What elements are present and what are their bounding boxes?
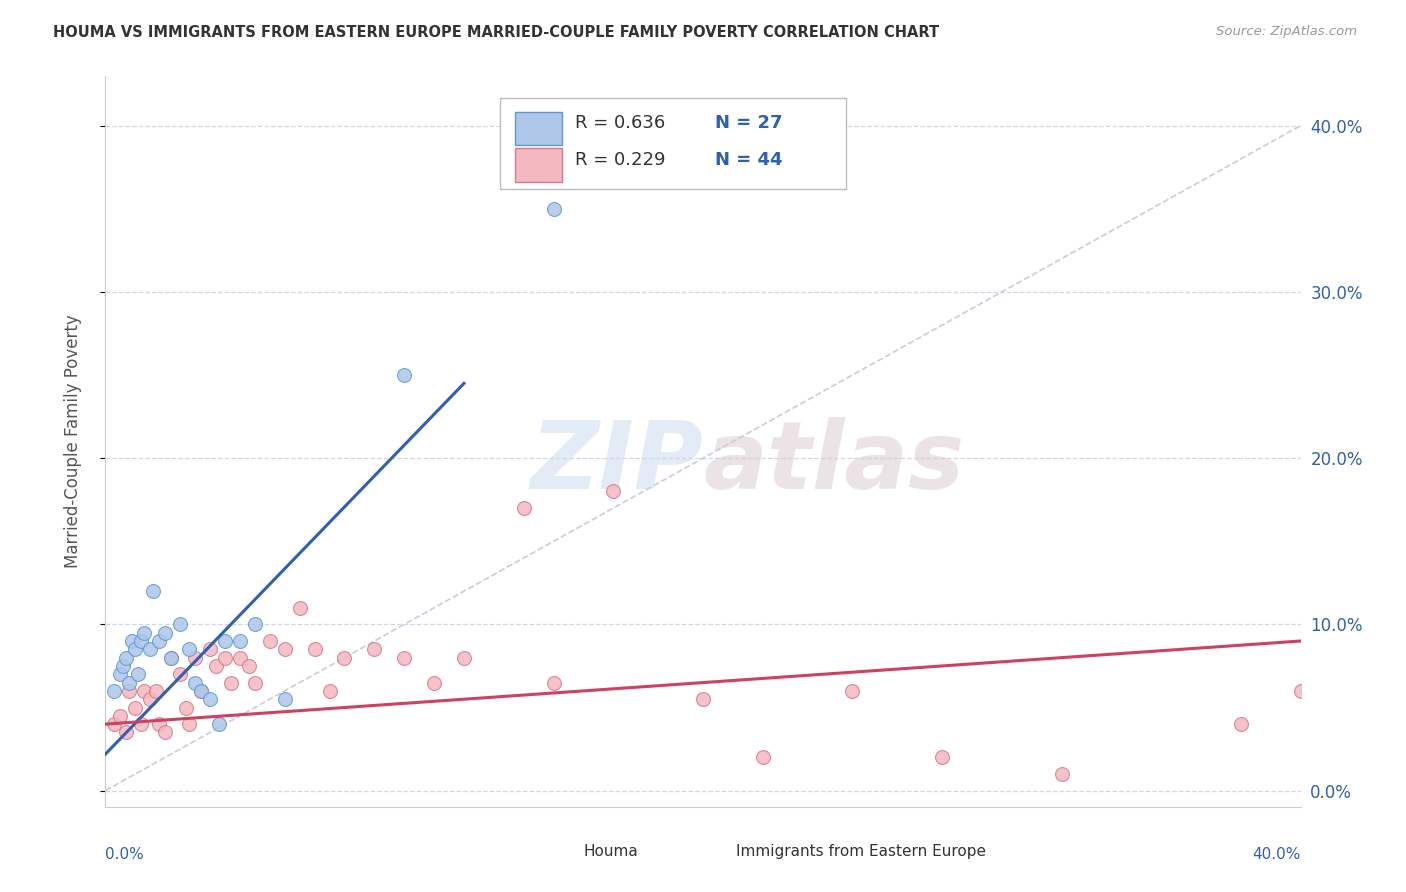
Point	[177, 642, 201, 657]
Point	[214, 634, 236, 648]
Text: Houma: Houma	[583, 844, 638, 859]
Point	[243, 617, 266, 632]
Point	[931, 750, 953, 764]
FancyBboxPatch shape	[516, 112, 562, 145]
Point	[229, 634, 252, 648]
Point	[1050, 767, 1073, 781]
Text: Immigrants from Eastern Europe: Immigrants from Eastern Europe	[737, 844, 987, 859]
Point	[205, 659, 228, 673]
Y-axis label: Married-Couple Family Poverty: Married-Couple Family Poverty	[63, 315, 82, 568]
Point	[169, 617, 191, 632]
Point	[142, 584, 165, 599]
FancyBboxPatch shape	[516, 148, 562, 182]
Point	[139, 692, 162, 706]
Point	[243, 675, 266, 690]
Point	[318, 684, 340, 698]
Point	[333, 650, 356, 665]
Text: HOUMA VS IMMIGRANTS FROM EASTERN EUROPE MARRIED-COUPLE FAMILY POVERTY CORRELATIO: HOUMA VS IMMIGRANTS FROM EASTERN EUROPE …	[53, 25, 939, 40]
Point	[184, 650, 207, 665]
FancyBboxPatch shape	[695, 840, 730, 863]
Text: N = 27: N = 27	[716, 114, 783, 132]
Point	[219, 675, 242, 690]
Point	[160, 650, 183, 665]
Point	[184, 675, 207, 690]
Point	[543, 202, 565, 216]
Point	[453, 650, 475, 665]
Point	[169, 667, 191, 681]
Point	[423, 675, 446, 690]
Point	[134, 625, 156, 640]
Point	[118, 684, 141, 698]
Point	[214, 650, 236, 665]
Point	[190, 684, 212, 698]
Point	[238, 659, 260, 673]
Point	[110, 708, 132, 723]
Point	[103, 684, 125, 698]
Point	[1229, 717, 1253, 731]
Point	[304, 642, 326, 657]
Point	[259, 634, 281, 648]
Point	[394, 368, 416, 382]
Text: 40.0%: 40.0%	[1253, 847, 1301, 863]
Point	[1289, 684, 1312, 698]
Point	[692, 692, 714, 706]
Point	[174, 700, 197, 714]
Point	[229, 650, 252, 665]
Point	[198, 692, 221, 706]
Point	[160, 650, 183, 665]
FancyBboxPatch shape	[501, 98, 846, 189]
Point	[115, 650, 138, 665]
Point	[751, 750, 773, 764]
Point	[148, 717, 170, 731]
Point	[112, 659, 135, 673]
Point	[139, 642, 162, 657]
Text: ZIP: ZIP	[530, 417, 703, 509]
Point	[121, 634, 143, 648]
Point	[148, 634, 170, 648]
Point	[198, 642, 221, 657]
Point	[208, 717, 231, 731]
Point	[124, 700, 146, 714]
Point	[288, 600, 311, 615]
Point	[127, 667, 149, 681]
Point	[134, 684, 156, 698]
Point	[155, 725, 177, 739]
Point	[145, 684, 167, 698]
Point	[110, 667, 132, 681]
Point	[177, 717, 201, 731]
Text: N = 44: N = 44	[716, 151, 783, 169]
Point	[841, 684, 863, 698]
Point	[273, 692, 295, 706]
Point	[363, 642, 385, 657]
Text: R = 0.636: R = 0.636	[575, 114, 665, 132]
Point	[103, 717, 125, 731]
Text: Source: ZipAtlas.com: Source: ZipAtlas.com	[1216, 25, 1357, 38]
Text: atlas: atlas	[703, 417, 965, 509]
Point	[190, 684, 212, 698]
Point	[124, 642, 146, 657]
Point	[273, 642, 295, 657]
Point	[394, 650, 416, 665]
Point	[602, 484, 624, 499]
Point	[155, 625, 177, 640]
Point	[543, 675, 565, 690]
Point	[129, 717, 153, 731]
Point	[115, 725, 138, 739]
Point	[129, 634, 153, 648]
FancyBboxPatch shape	[543, 840, 578, 863]
Text: R = 0.229: R = 0.229	[575, 151, 665, 169]
Point	[513, 501, 536, 516]
Point	[118, 675, 141, 690]
Text: 0.0%: 0.0%	[105, 847, 145, 863]
